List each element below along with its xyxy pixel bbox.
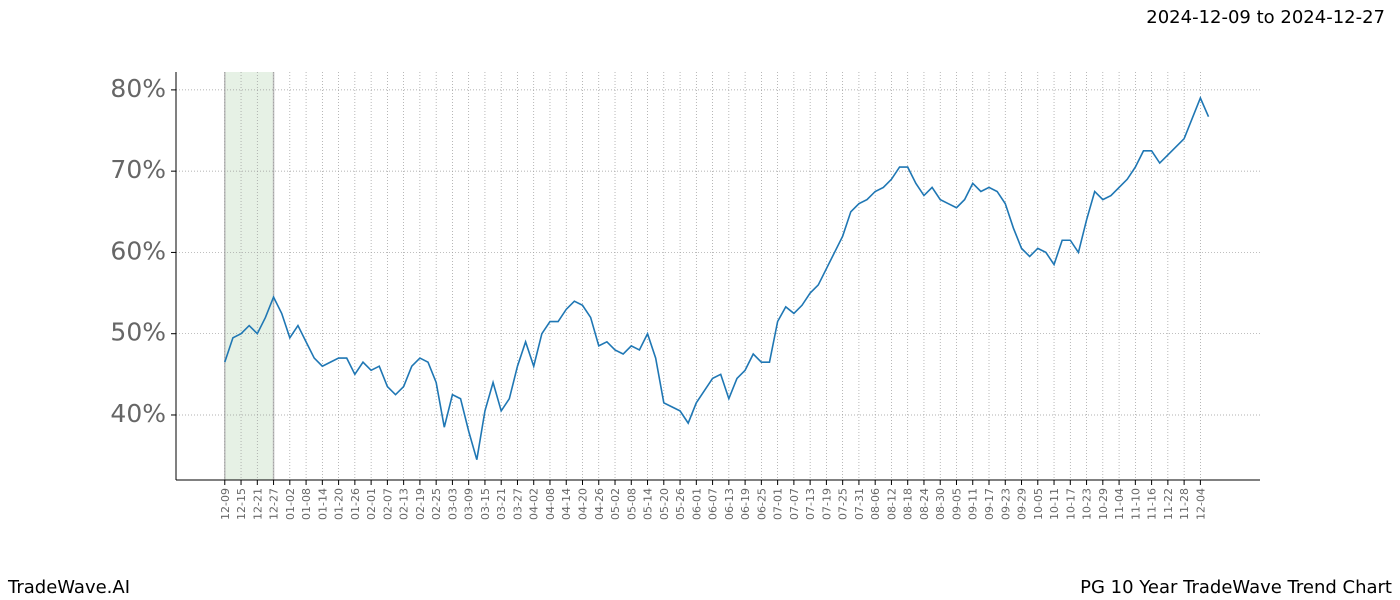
x-tick-label: 07-25 <box>837 488 850 520</box>
x-tick-label: 07-01 <box>772 488 785 520</box>
x-tick-label: 03-27 <box>511 488 524 520</box>
x-tick-label: 11-10 <box>1129 488 1142 520</box>
x-tick-label: 06-07 <box>707 488 720 520</box>
x-tick-label: 07-19 <box>820 488 833 520</box>
y-tick-label: 60% <box>110 236 166 265</box>
x-tick-label: 02-19 <box>414 488 427 520</box>
x-tick-label: 09-23 <box>999 488 1012 520</box>
x-tick-label: 11-04 <box>1113 488 1126 520</box>
y-tick-label: 70% <box>110 155 166 184</box>
y-tick-label: 40% <box>110 399 166 428</box>
x-tick-label: 01-26 <box>349 488 362 520</box>
x-tick-label: 08-06 <box>869 488 882 520</box>
x-tick-label: 06-19 <box>739 488 752 520</box>
x-tick-label: 06-13 <box>723 488 736 520</box>
x-tick-label: 08-12 <box>885 488 898 520</box>
x-tick-label: 05-02 <box>609 488 622 520</box>
x-tick-label: 02-25 <box>430 488 443 520</box>
x-tick-label: 08-30 <box>934 488 947 520</box>
x-tick-label: 03-09 <box>463 488 476 520</box>
x-tick-label: 03-03 <box>446 488 459 520</box>
highlight-band <box>224 72 274 480</box>
x-tick-label: 07-07 <box>788 488 801 520</box>
x-tick-label: 01-20 <box>333 488 346 520</box>
x-tick-label: 05-26 <box>674 488 687 520</box>
x-tick-label: 06-01 <box>690 488 703 520</box>
x-tick-label: 10-17 <box>1064 488 1077 520</box>
x-tick-label: 11-16 <box>1146 488 1159 520</box>
x-tick-label: 10-11 <box>1048 488 1061 520</box>
x-tick-label: 08-18 <box>902 488 915 520</box>
x-tick-label: 09-29 <box>1016 488 1029 520</box>
trend-line <box>224 95 1210 460</box>
x-tick-label: 08-24 <box>918 488 931 520</box>
x-tick-label: 03-21 <box>495 488 508 520</box>
footer-brand: TradeWave.AI <box>7 577 130 598</box>
x-tick-label: 11-28 <box>1178 488 1191 520</box>
y-tick-label: 80% <box>110 74 166 103</box>
x-tick-label: 06-25 <box>755 488 768 520</box>
x-tick-label: 04-02 <box>528 488 541 520</box>
x-tick-label: 03-15 <box>479 488 492 520</box>
chart-title: 2024-12-09 to 2024-12-27 <box>1146 7 1385 28</box>
x-tick-label: 05-20 <box>658 488 671 520</box>
y-tick-label: 50% <box>110 318 166 347</box>
x-tick-label: 12-27 <box>268 488 281 520</box>
x-tick-label: 10-05 <box>1032 488 1045 520</box>
x-tick-label: 02-01 <box>365 488 378 520</box>
x-tick-label: 09-17 <box>983 488 996 520</box>
x-tick-label: 04-14 <box>560 488 573 520</box>
x-tick-label: 11-22 <box>1162 488 1175 520</box>
x-tick-label: 04-20 <box>577 488 590 520</box>
x-tick-label: 07-13 <box>804 488 817 520</box>
x-tick-label: 04-08 <box>544 488 557 520</box>
x-tick-label: 12-04 <box>1194 488 1207 520</box>
x-tick-label: 10-23 <box>1081 488 1094 520</box>
x-tick-label: 02-13 <box>398 488 411 520</box>
x-tick-label: 01-14 <box>316 488 329 520</box>
x-tick-label: 02-07 <box>381 488 394 520</box>
footer-caption: PG 10 Year TradeWave Trend Chart <box>1080 577 1392 598</box>
x-tick-label: 12-09 <box>219 488 232 520</box>
x-tick-label: 01-02 <box>284 488 297 520</box>
x-tick-label: 05-14 <box>642 488 655 520</box>
x-tick-label: 12-15 <box>235 488 248 520</box>
x-tick-label: 07-31 <box>853 488 866 520</box>
x-tick-label: 05-08 <box>625 488 638 520</box>
x-tick-label: 01-08 <box>300 488 313 520</box>
x-tick-label: 09-05 <box>950 488 963 520</box>
x-tick-label: 09-11 <box>967 488 980 520</box>
x-tick-label: 04-26 <box>593 488 606 520</box>
x-tick-label: 12-21 <box>251 488 264 520</box>
x-tick-label: 10-29 <box>1097 488 1110 520</box>
